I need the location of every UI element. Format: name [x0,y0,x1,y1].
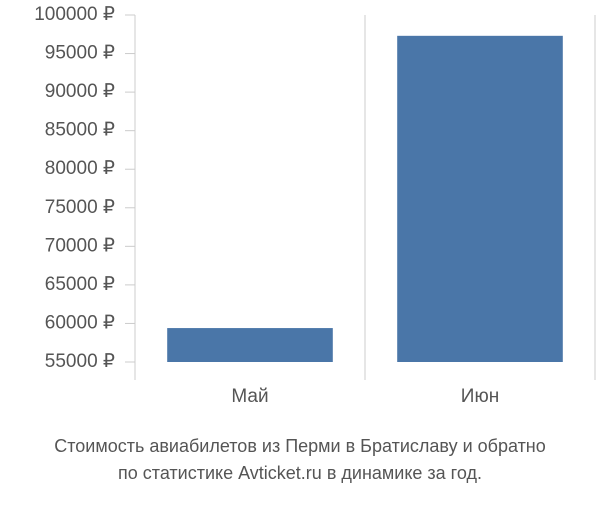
y-tick-label: 80000 ₽ [45,158,115,179]
x-tick-label: Июн [461,386,499,407]
y-tick-label: 55000 ₽ [45,351,115,372]
y-tick-label: 90000 ₽ [45,81,115,102]
y-tick-label: 60000 ₽ [45,312,115,333]
y-tick-label: 75000 ₽ [45,197,115,218]
y-tick-label: 95000 ₽ [45,43,115,64]
y-tick-label: 100000 ₽ [34,4,115,25]
y-tick-label: 85000 ₽ [45,120,115,141]
y-tick-label: 65000 ₽ [45,274,115,295]
chart-title: Стоимость авиабилетов из Перми в Братисл… [54,436,546,456]
y-tick-label: 70000 ₽ [45,235,115,256]
bar [167,328,333,362]
x-tick-label: Май [231,386,268,407]
bar [397,35,563,362]
chart-title: по статистике Avticket.ru в динамике за … [118,463,482,483]
